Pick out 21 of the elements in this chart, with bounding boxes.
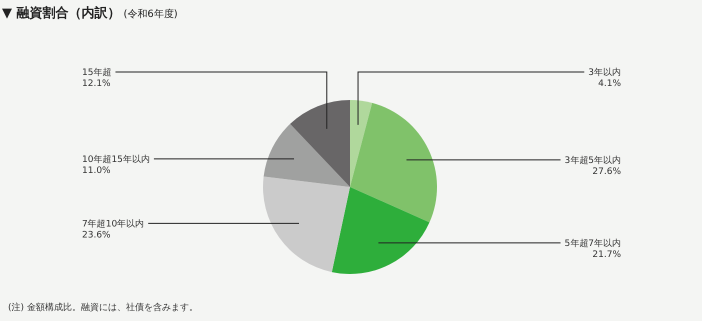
chart-title: ▼ 融資割合（内訳） bbox=[2, 5, 121, 21]
pie-slice bbox=[350, 100, 372, 187]
slice-label: 5年超7年以内 bbox=[564, 238, 621, 249]
text: (注) 金額構成比。融資には、社債を含みます。 bbox=[8, 302, 198, 313]
slice-label: 3年以内 bbox=[588, 67, 621, 78]
chart-subtitle: (令和6年度) bbox=[124, 8, 178, 20]
data-label: 21.7% bbox=[592, 250, 622, 260]
pie-slice bbox=[332, 187, 430, 274]
data-label: 11.0% bbox=[82, 166, 112, 176]
data-label: 27.6% bbox=[592, 166, 622, 177]
slice-label: 10年超15年以内 bbox=[82, 154, 150, 165]
slice-label: 7年超10年以内 bbox=[82, 218, 144, 230]
pie-slice bbox=[290, 100, 350, 187]
data-label: 4.1% bbox=[598, 79, 622, 89]
slice-label: 3年超5年以内 bbox=[564, 154, 621, 166]
data-label: 12.1% bbox=[82, 79, 112, 89]
pie-slice bbox=[350, 102, 437, 222]
pie-slice bbox=[263, 176, 350, 272]
data-label: 23.6% bbox=[82, 230, 112, 240]
slice-label: 15年超 bbox=[82, 67, 112, 78]
pie-slice bbox=[264, 124, 350, 187]
